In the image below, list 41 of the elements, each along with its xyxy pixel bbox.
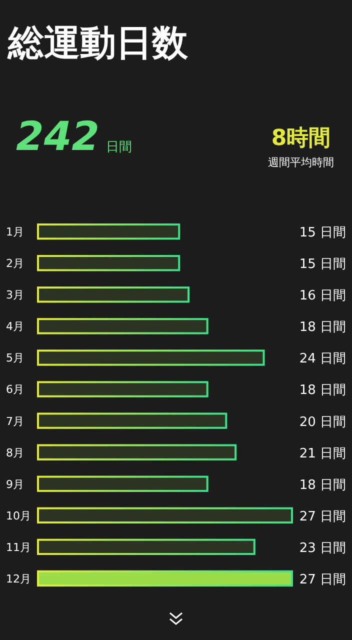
data-label: 15 日間	[299, 226, 346, 241]
data-label: 20 日間	[299, 414, 346, 430]
bar	[37, 412, 228, 429]
y-tick-label: 7月	[6, 414, 24, 428]
text: 242	[16, 114, 100, 160]
data-label: 27 日間	[299, 572, 346, 588]
y-tick-label: 10月	[6, 509, 31, 522]
data-label: 15 日間	[299, 257, 346, 272]
data-label: 27 日間	[299, 509, 346, 524]
data-label: 18 日間	[299, 478, 346, 493]
bar	[37, 318, 208, 334]
data-label: 18 日間	[299, 383, 346, 398]
text: 8時間	[271, 126, 331, 151]
bar	[37, 286, 190, 303]
bar	[37, 444, 237, 460]
data-label: 24 日間	[299, 352, 346, 367]
bar	[37, 507, 293, 524]
text: 日間	[106, 140, 132, 155]
bar	[37, 223, 180, 240]
data-label: 16 日間	[299, 288, 346, 304]
bar	[37, 381, 208, 398]
data-label: 18 日間	[299, 320, 346, 336]
y-tick-label: 6月	[6, 383, 24, 396]
bar	[37, 570, 293, 587]
bar	[37, 538, 256, 556]
y-tick-label: 3月	[6, 288, 24, 302]
bar	[37, 476, 208, 492]
y-tick-label: 1月	[6, 226, 24, 239]
y-tick-label: 5月	[6, 352, 24, 365]
y-tick-label: 4月	[6, 320, 24, 334]
y-tick-label: 12月	[6, 572, 31, 586]
bar	[37, 350, 265, 366]
data-label: 23 日間	[299, 540, 346, 556]
y-tick-label: 2月	[6, 257, 24, 270]
text: 週間平均時間	[268, 156, 334, 169]
data-label: 21 日間	[299, 446, 346, 462]
chart-title: 総運動日数	[7, 23, 189, 64]
y-tick-label: 9月	[6, 478, 24, 491]
y-tick-label: 11月	[6, 540, 31, 554]
bar	[37, 254, 180, 272]
y-tick-label: 8月	[6, 446, 24, 460]
